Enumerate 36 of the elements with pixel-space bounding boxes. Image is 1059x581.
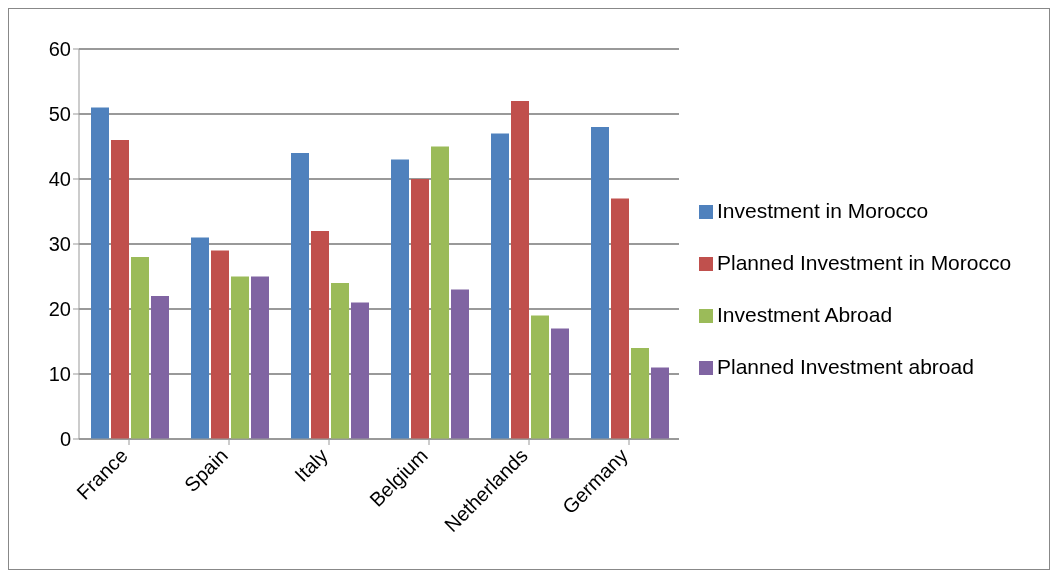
legend-label: Planned Investment in Morocco	[717, 251, 1012, 274]
bar	[611, 198, 629, 439]
y-tick-label: 50	[48, 103, 71, 126]
y-tick-label: 20	[48, 298, 71, 321]
bar	[251, 276, 269, 439]
bar	[231, 276, 249, 439]
legend-label: Planned Investment abroad	[717, 355, 974, 378]
bar	[351, 302, 369, 439]
bar	[511, 101, 529, 439]
bar	[331, 283, 349, 439]
bar	[391, 159, 409, 439]
bar	[431, 146, 449, 439]
y-tick-label: 30	[48, 233, 71, 256]
bar	[651, 367, 669, 439]
bar	[451, 289, 469, 439]
bar	[111, 140, 129, 439]
bar	[411, 179, 429, 439]
bar	[211, 250, 229, 439]
bar	[491, 133, 509, 439]
y-tick-label: 40	[48, 168, 71, 191]
bar	[311, 231, 329, 439]
bar	[131, 257, 149, 439]
bar	[191, 237, 209, 439]
y-tick-label: 0	[59, 428, 71, 451]
legend-label: Investment Abroad	[717, 303, 893, 326]
bar	[631, 348, 649, 439]
x-tick-label: Italy	[290, 444, 332, 486]
bar	[151, 296, 169, 439]
legend-label: Investment in Morocco	[717, 199, 929, 222]
y-tick-label: 60	[48, 38, 71, 61]
y-tick-label: 10	[48, 363, 71, 386]
bar	[531, 315, 549, 439]
bar	[591, 127, 609, 439]
bar	[551, 328, 569, 439]
bar	[291, 153, 309, 439]
bar	[91, 107, 109, 439]
